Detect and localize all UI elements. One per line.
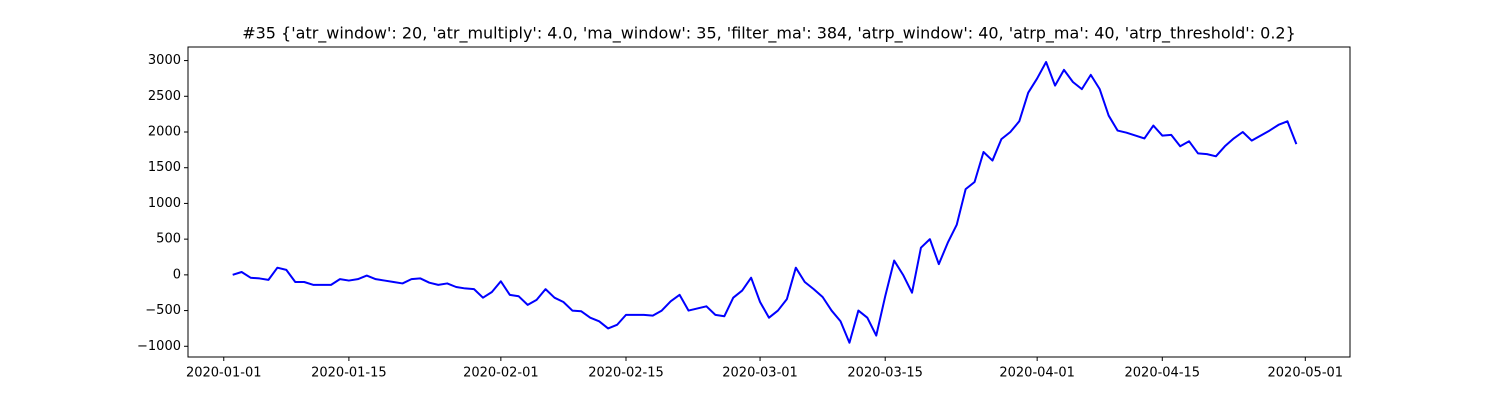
x-tick-label: 2020-01-15: [311, 366, 387, 381]
y-tick-label: 1500: [148, 160, 181, 175]
axes-frame: [187, 46, 1351, 358]
y-tick-label: 2500: [148, 89, 181, 104]
x-tick-label: 2020-01-01: [186, 366, 262, 381]
y-tick-label: 0: [173, 267, 181, 282]
x-tick-label: 2020-04-01: [999, 366, 1075, 381]
chart-title: #35 {'atr_window': 20, 'atr_multiply': 4…: [242, 24, 1296, 44]
x-tick-label: 2020-02-01: [463, 366, 539, 381]
y-tick-label: −500: [145, 303, 181, 318]
y-tick-label: 500: [156, 232, 181, 247]
x-tick-label: 2020-05-01: [1268, 366, 1344, 381]
x-tick-label: 2020-04-15: [1125, 366, 1201, 381]
x-tick-label: 2020-03-01: [722, 366, 798, 381]
x-tick-label: 2020-03-15: [847, 366, 923, 381]
y-tick-label: 2000: [148, 125, 181, 140]
y-tick-label: 3000: [148, 53, 181, 68]
y-tick-label: −1000: [137, 339, 181, 354]
y-tick-label: 1000: [148, 196, 181, 211]
x-tick-label: 2020-02-15: [588, 366, 664, 381]
line: [232, 61, 1298, 344]
